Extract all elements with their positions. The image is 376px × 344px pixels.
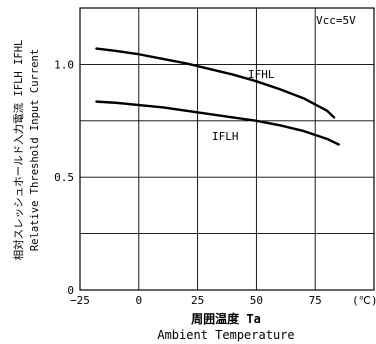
x-tick-label: 25 [191,294,204,307]
y-tick-label: 0 [67,284,74,297]
condition-label: Vcc=5V [316,14,356,27]
y-axis-title-japanese: 相対スレッシュホールド入力電流 IFLH IFHL [12,40,25,261]
x-axis-unit: (℃) [352,294,376,307]
series-label-ifhl: IFHL [248,68,275,81]
series-line-iflh [95,100,340,146]
grid [80,8,374,290]
x-tick-label: −25 [70,294,90,307]
x-axis-title-japanese: 周囲温度 Ta [191,311,261,326]
x-tick-label: 75 [309,294,322,307]
x-axis-title-english: Ambient Temperature [157,328,294,342]
series-layer [95,47,340,146]
x-tick-label: 50 [250,294,263,307]
plot-frame [79,7,375,291]
series-label-iflh: IFLH [212,130,239,143]
y-axis-title-english: Relative Threshold Input Current [29,49,41,251]
x-tick-label: 0 [135,294,142,307]
y-tick-label: 1.0 [54,58,74,71]
series-line-ifhl [95,47,336,119]
y-tick-label: 0.5 [54,171,74,184]
